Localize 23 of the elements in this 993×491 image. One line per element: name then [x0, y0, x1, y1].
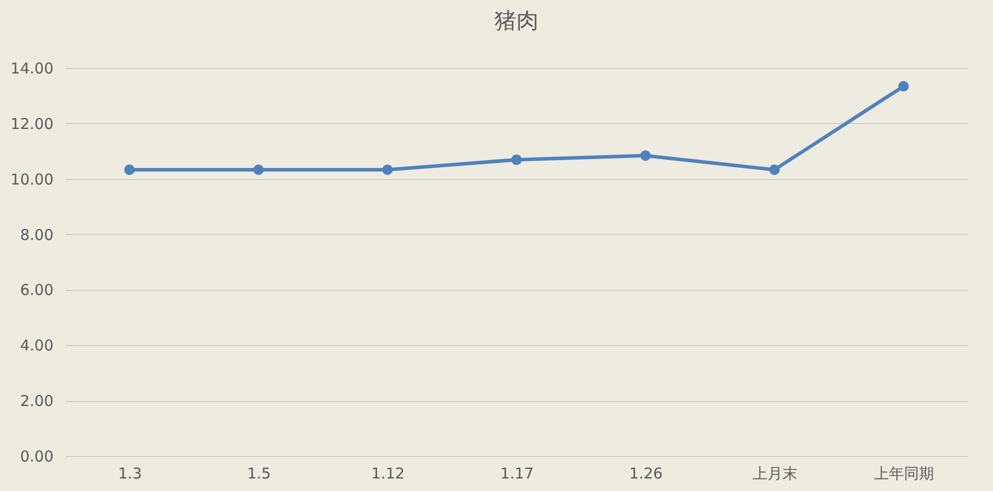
x-tick-label: 上月末	[752, 464, 798, 482]
y-tick-label: 4.00	[20, 336, 54, 355]
y-tick-label: 12.00	[10, 114, 54, 133]
point	[898, 81, 909, 92]
x-tick-label: 上年同期	[874, 464, 934, 482]
point	[253, 164, 264, 175]
point	[640, 150, 651, 161]
point	[511, 154, 522, 165]
y-tick-label: 0.00	[20, 448, 54, 466]
point	[124, 164, 135, 175]
x-tick-label: 1.17	[500, 464, 534, 482]
point	[769, 164, 780, 175]
x-tick-label: 1.3	[118, 464, 142, 482]
chart-title: 猪肉	[494, 9, 538, 34]
x-tick-label: 1.12	[371, 464, 405, 482]
point	[382, 164, 393, 175]
x-tick-label: 1.5	[247, 464, 271, 482]
x-tick-label: 1.26	[629, 464, 663, 482]
y-tick-label: 2.00	[20, 392, 54, 410]
y-tick-label: 10.00	[10, 170, 54, 188]
y-tick-label: 14.00	[10, 60, 54, 78]
y-tick-label: 6.00	[20, 281, 54, 300]
y-tick-label: 8.00	[20, 226, 54, 244]
